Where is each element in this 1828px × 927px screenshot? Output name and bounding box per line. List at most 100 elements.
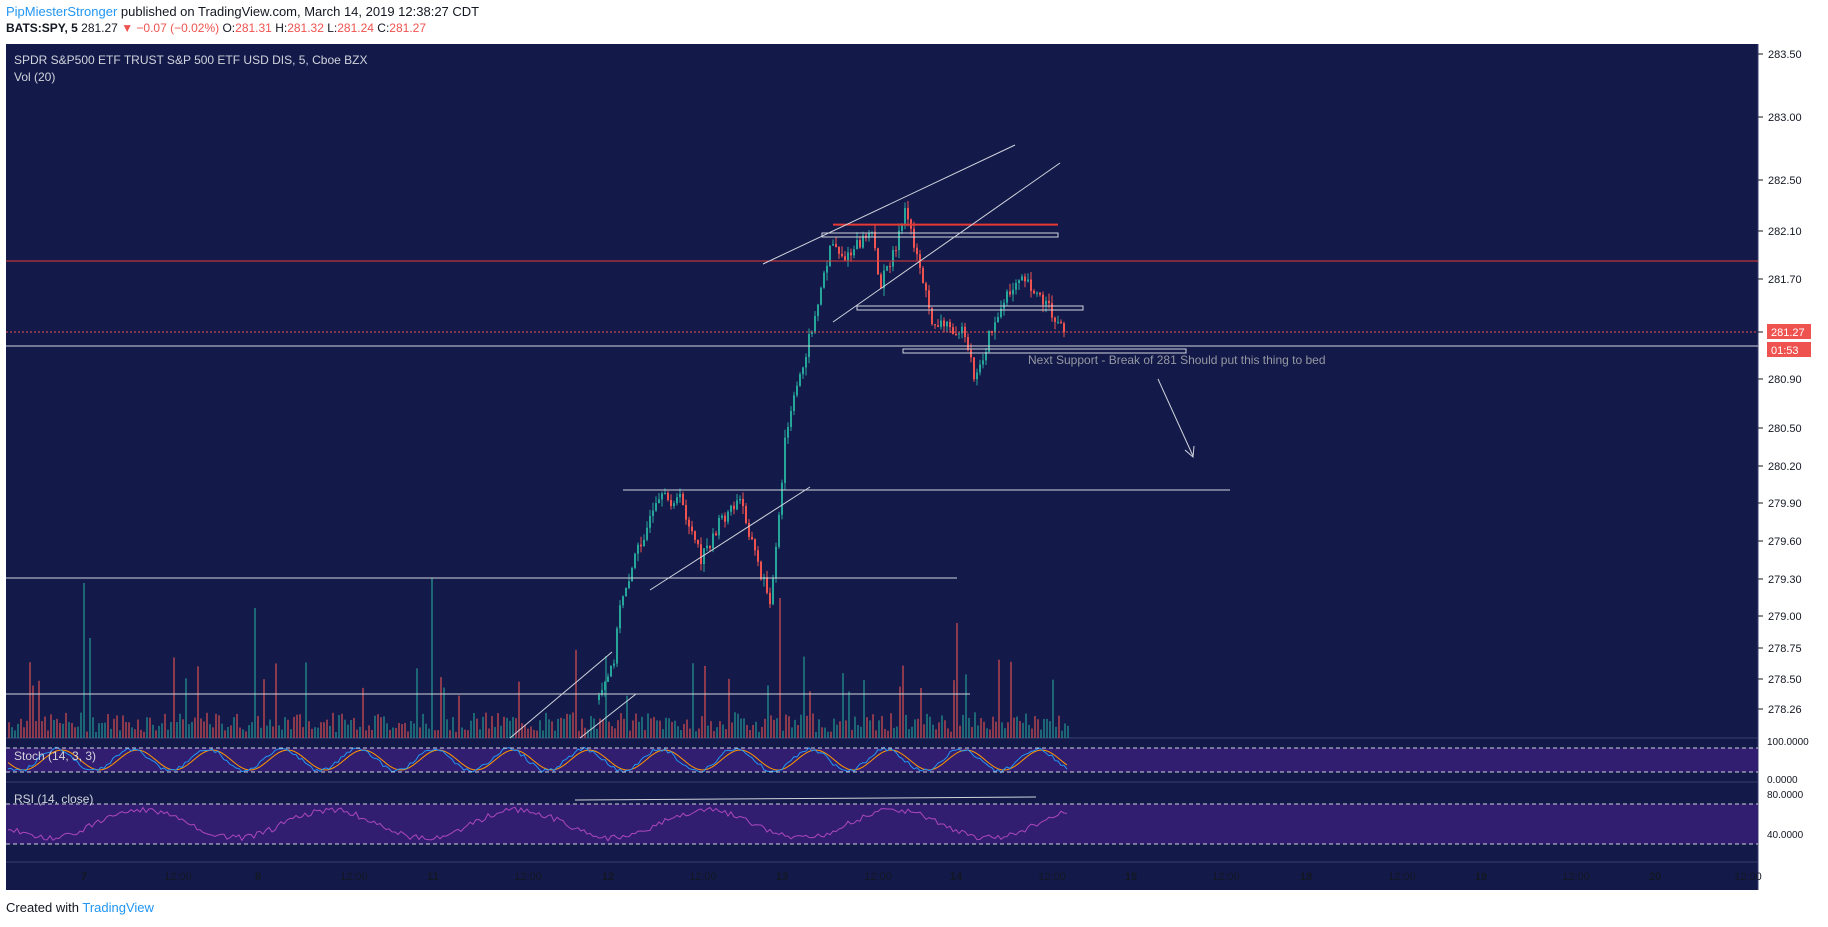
close-label: C:: [377, 21, 390, 35]
time-tick-label: 12: [602, 871, 614, 883]
volume-bar: [728, 678, 730, 738]
support-box[interactable]: [902, 348, 1187, 354]
candle-body: [811, 332, 813, 335]
volume-bar: [110, 728, 112, 738]
price-axis[interactable]: 283.50283.00282.50282.10281.70281.30280.…: [1758, 49, 1802, 716]
publish-line: PipMiesterStronger published on TradingV…: [6, 4, 479, 20]
volume-bar: [839, 721, 841, 738]
volume-bar: [854, 716, 856, 738]
arrow-head[interactable]: [1184, 445, 1195, 459]
volume-bar: [674, 720, 676, 738]
rsi-trendline[interactable]: [574, 796, 1037, 801]
volume-bar: [461, 727, 463, 738]
time-tick-label: 8: [255, 871, 261, 883]
volume-bar: [212, 727, 214, 738]
candle-body: [640, 544, 642, 547]
candle-body: [967, 337, 969, 350]
candle-body: [718, 517, 720, 536]
volume-bar: [746, 725, 748, 738]
volume-bar: [449, 730, 451, 738]
volume-bar: [230, 725, 232, 738]
stoch-k-line: [7, 746, 1068, 774]
volume-bar: [866, 717, 868, 738]
volume-bar: [122, 715, 124, 738]
candle-body: [1006, 291, 1008, 303]
volume-bar: [386, 723, 388, 738]
volume-bar: [800, 714, 802, 738]
volume-bar: [671, 721, 673, 738]
mid-box[interactable]: [856, 305, 1084, 311]
candle-body: [781, 482, 783, 515]
support-annotation[interactable]: Next Support - Break of 281 Should put t…: [1028, 353, 1326, 367]
volume-bar: [998, 659, 1000, 738]
volume-bar: [668, 718, 670, 738]
volume-bar: [908, 729, 910, 738]
channel-lower-line[interactable]: [832, 162, 1061, 323]
symbol: BATS:SPY, 5: [6, 21, 78, 35]
candle-body: [676, 497, 678, 504]
volume-bar: [470, 720, 472, 738]
volume-bar: [194, 717, 196, 738]
candle-body: [643, 539, 645, 547]
volume-bar: [995, 721, 997, 738]
volume-bar: [251, 722, 253, 738]
volume-bar: [896, 726, 898, 738]
countdown-tag: [1767, 342, 1811, 357]
candles: [598, 201, 1065, 705]
volume-bar: [863, 679, 865, 738]
candle-body: [1045, 300, 1047, 305]
volume-bar: [203, 721, 205, 738]
candle-body: [916, 247, 918, 255]
resistance-box[interactable]: [821, 232, 1059, 238]
volume-bar: [1061, 730, 1063, 738]
volume-bar: [857, 724, 859, 738]
chart-canvas[interactable]: 283.50283.00282.50282.10281.70281.30280.…: [0, 0, 1828, 900]
volume-bar: [317, 727, 319, 738]
volume-bar: [485, 712, 487, 738]
volume-bar: [41, 721, 43, 738]
candle-body: [874, 231, 876, 249]
candle-body: [991, 330, 993, 333]
volume-bar: [254, 608, 256, 738]
volume-bar: [86, 731, 88, 738]
author-link[interactable]: PipMiesterStronger: [6, 4, 118, 19]
rise-line-1[interactable]: [509, 651, 613, 739]
arrow-shaft[interactable]: [1157, 378, 1194, 457]
volume-bar: [536, 730, 538, 738]
flag-line[interactable]: [649, 486, 811, 591]
candle-body: [667, 493, 669, 500]
candle-body: [1021, 276, 1023, 281]
volume-bar: [35, 720, 37, 738]
time-axis[interactable]: 7 12:00 8 12:00 11 12:00 12 12:00 13 12:00 14 12:00…: [81, 871, 1762, 883]
trendlines[interactable]: [509, 144, 1195, 739]
channel-upper-line[interactable]: [762, 144, 1016, 265]
volume-bar: [125, 722, 127, 738]
price-tick-label: 278.50: [1768, 674, 1802, 686]
candle-body: [895, 250, 897, 252]
rise-line-2[interactable]: [579, 693, 637, 739]
published-text: published on TradingView.com, March 14, …: [120, 4, 480, 19]
volume-bar: [899, 686, 901, 738]
candle-body: [883, 270, 885, 289]
candle-body: [901, 224, 903, 231]
time-tick-label: 12:00: [1388, 871, 1416, 883]
volume-bar: [578, 730, 580, 738]
volume-bar: [965, 674, 967, 738]
time-tick-label: 12:00: [1038, 871, 1066, 883]
candle-body: [805, 357, 807, 368]
candle-body: [739, 498, 741, 501]
volume-bar: [947, 728, 949, 738]
volume-bar: [983, 721, 985, 738]
tradingview-logo[interactable]: TradingView: [82, 900, 154, 915]
volume-bar: [719, 721, 721, 738]
volume-bar: [269, 719, 271, 738]
candle-body: [730, 505, 732, 512]
volume-bar: [599, 718, 601, 738]
volume-bar: [245, 731, 247, 738]
volume-bar: [227, 726, 229, 738]
volume-bar: [905, 714, 907, 738]
candle-body: [754, 539, 756, 551]
volume-bar: [50, 714, 52, 738]
volume-bar: [881, 715, 883, 738]
volume-bar: [683, 723, 685, 738]
